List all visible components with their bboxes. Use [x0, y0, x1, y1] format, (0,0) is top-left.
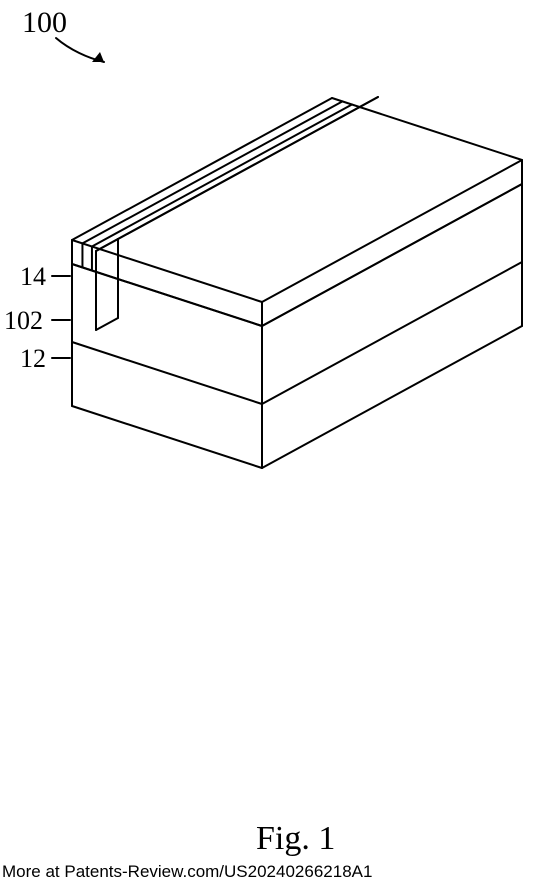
label-102: 102 [4, 306, 43, 336]
label-100: 100 [22, 6, 67, 40]
patent-figure [0, 0, 560, 888]
figure-caption: Fig. 1 [256, 820, 335, 858]
footer-text: More at Patents-Review.com/US20240266218… [2, 862, 372, 882]
label-12: 12 [20, 344, 46, 374]
label-14: 14 [20, 262, 46, 292]
